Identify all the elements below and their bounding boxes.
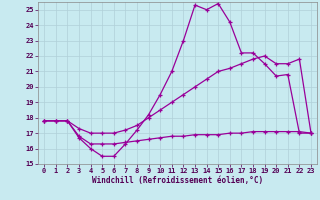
X-axis label: Windchill (Refroidissement éolien,°C): Windchill (Refroidissement éolien,°C) <box>92 176 263 185</box>
